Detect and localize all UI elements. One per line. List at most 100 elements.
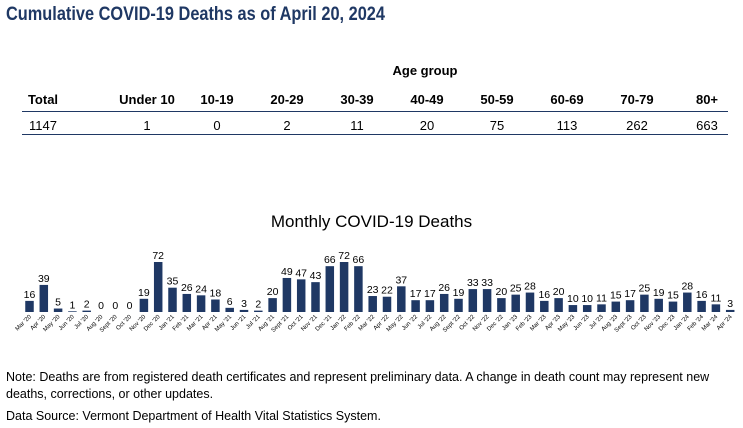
bar-jan-24 — [683, 292, 692, 312]
value-under-10: 1 — [143, 118, 151, 133]
value-20-29: 2 — [283, 118, 291, 133]
bar-feb-22 — [354, 266, 363, 312]
data-label-apr-20: 39 — [38, 273, 50, 285]
table-bottom-rule — [22, 134, 728, 135]
data-label-jan-24: 28 — [681, 281, 693, 293]
bar-jan-23 — [511, 294, 520, 312]
bar-apr-24 — [725, 309, 735, 312]
data-label-may-22: 37 — [395, 274, 407, 286]
value-70-79: 262 — [626, 118, 648, 133]
bar-mar-24 — [711, 304, 721, 312]
data-label-jan-21: 35 — [167, 276, 179, 288]
page-title: Cumulative COVID-19 Deaths as of April 2… — [6, 4, 385, 25]
data-label-may-21: 6 — [227, 296, 233, 308]
data-label-dec-22: 20 — [496, 286, 508, 298]
data-label-jun-23: 10 — [581, 293, 593, 305]
data-label-apr-23: 20 — [553, 286, 565, 298]
data-label-jun-22: 17 — [410, 288, 422, 300]
header-under-10: Under 10 — [119, 92, 175, 107]
bar-dec-21 — [325, 266, 335, 312]
bar-jan-21 — [168, 287, 177, 312]
bar-jan-22 — [339, 262, 349, 312]
bar-dec-20 — [153, 262, 163, 312]
data-label-oct-23: 25 — [639, 283, 651, 295]
data-label-may-23: 10 — [567, 293, 579, 305]
value-60-69: 113 — [556, 118, 578, 133]
tick-label-may-20: May '20 — [43, 314, 62, 333]
bar-feb-21 — [182, 293, 192, 312]
data-label-jan-23: 25 — [510, 283, 522, 295]
bar-may-23 — [568, 305, 578, 312]
bar-nov-21 — [311, 282, 320, 312]
data-label-aug-21: 20 — [267, 286, 279, 298]
data-label-sept-20: 0 — [112, 300, 118, 312]
data-label-jul-23: 11 — [596, 292, 607, 304]
value-total: 1147 — [29, 118, 57, 133]
bar-may-20 — [53, 308, 63, 312]
bar-may-22 — [397, 286, 406, 312]
footnote: Note: Deaths are from registered death c… — [6, 370, 710, 401]
header-70-79: 70-79 — [620, 92, 654, 107]
value-10-19: 0 — [213, 118, 221, 133]
bar-jun-22 — [411, 300, 420, 312]
data-label-mar-21: 24 — [195, 283, 207, 295]
header-10-19: 10-19 — [200, 92, 234, 107]
data-label-jul-22: 17 — [424, 288, 436, 300]
value-40-49: 20 — [419, 118, 435, 133]
header-20-29: 20-29 — [270, 92, 304, 107]
bar-nov-20 — [139, 298, 149, 312]
header-total: Total — [27, 92, 59, 107]
data-label-sept-23: 17 — [624, 288, 636, 300]
bar-apr-21 — [211, 299, 220, 312]
data-label-apr-24: 3 — [727, 298, 733, 310]
bar-aug-23 — [611, 301, 621, 312]
data-label-nov-20: 19 — [138, 287, 150, 299]
data-label-nov-21: 43 — [310, 270, 322, 282]
data-label-dec-23: 15 — [667, 290, 679, 302]
bar-jun-20 — [68, 311, 77, 312]
data-label-dec-20: 72 — [152, 250, 164, 262]
data-label-oct-20: 0 — [127, 300, 133, 312]
header-40-49: 40-49 — [410, 92, 444, 107]
bar-apr-23 — [554, 298, 563, 312]
data-label-mar-24: 11 — [710, 292, 721, 304]
data-label-jul-20: 2 — [84, 299, 90, 311]
bar-jul-21 — [254, 310, 263, 312]
bar-oct-21 — [296, 279, 306, 312]
header-60-69: 60-69 — [550, 92, 584, 107]
value-30-39: 11 — [350, 118, 364, 133]
data-label-aug-20: 0 — [98, 300, 104, 312]
data-label-mar-23: 16 — [538, 289, 550, 301]
bar-sept-23 — [625, 300, 635, 312]
bar-mar-22 — [368, 296, 377, 312]
bar-feb-24 — [697, 300, 706, 312]
data-label-nov-22: 33 — [481, 277, 493, 289]
bar-nov-23 — [654, 298, 663, 312]
bar-sept-22 — [454, 298, 463, 312]
bar-aug-21 — [268, 298, 277, 312]
data-label-aug-22: 26 — [438, 282, 450, 294]
data-label-mar-22: 23 — [367, 284, 379, 296]
data-label-sept-21: 49 — [281, 266, 293, 278]
header-30-39: 30-39 — [340, 92, 374, 107]
bar-may-21 — [225, 307, 234, 312]
bar-mar-23 — [540, 300, 549, 312]
data-label-jun-20: 1 — [69, 299, 75, 311]
data-label-oct-21: 47 — [295, 267, 307, 279]
bar-sept-21 — [282, 277, 292, 312]
bar-dec-23 — [668, 301, 678, 312]
data-label-feb-23: 28 — [524, 281, 536, 293]
data-label-apr-21: 18 — [210, 288, 222, 300]
bar-jul-20 — [82, 310, 91, 312]
bar-mar-21 — [196, 295, 206, 312]
bar-oct-23 — [640, 294, 649, 312]
tick-label-jun-23: Jun '23 — [573, 314, 591, 332]
tick-label-may-23: May '23 — [557, 314, 576, 333]
value-50-59: 75 — [489, 118, 505, 133]
tick-label-may-22: May '22 — [386, 314, 405, 333]
header-50-59: 50-59 — [480, 92, 514, 107]
bar-jul-23 — [597, 304, 606, 312]
bar-apr-20 — [39, 284, 49, 312]
value-80-plus: 663 — [696, 118, 718, 133]
